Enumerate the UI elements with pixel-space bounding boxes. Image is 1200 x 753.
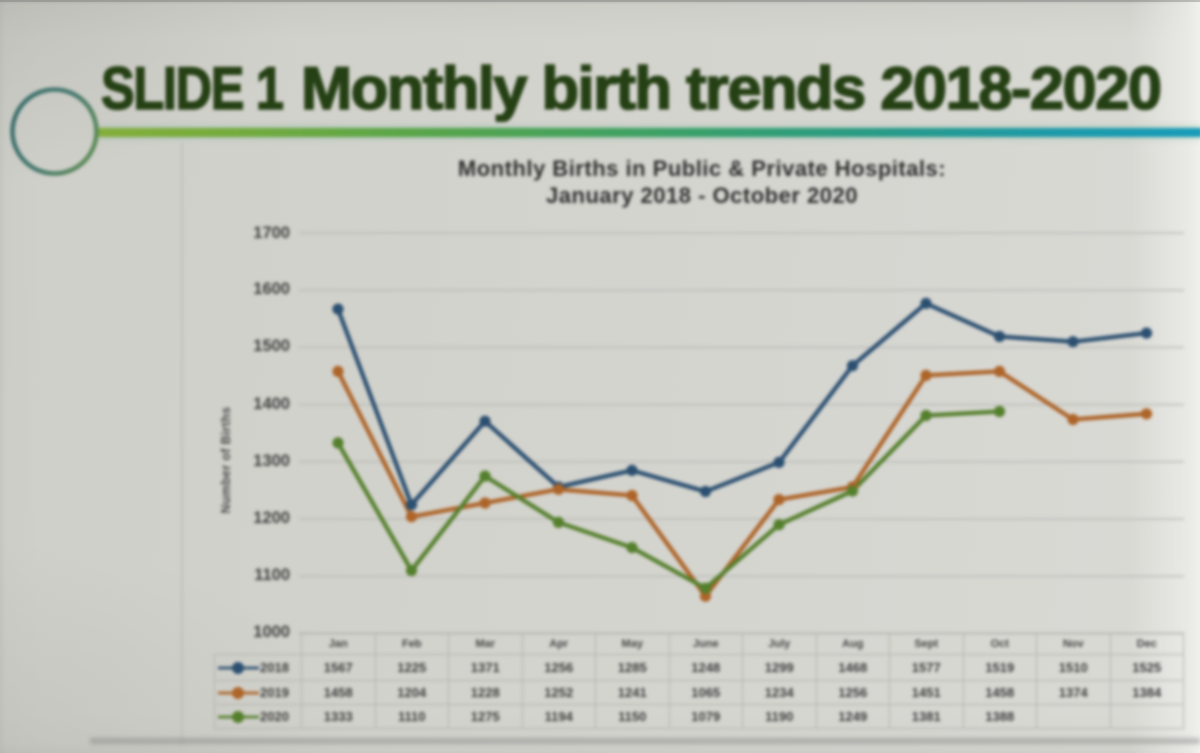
svg-text:1700: 1700	[253, 224, 290, 242]
svg-text:1300: 1300	[253, 452, 290, 470]
svg-text:1100: 1100	[254, 566, 290, 584]
svg-text:1600: 1600	[253, 280, 290, 298]
svg-text:1400: 1400	[253, 395, 290, 413]
svg-text:1200: 1200	[253, 509, 290, 527]
svg-text:1500: 1500	[253, 337, 290, 355]
svg-text:Number of Births: Number of Births	[219, 407, 233, 514]
